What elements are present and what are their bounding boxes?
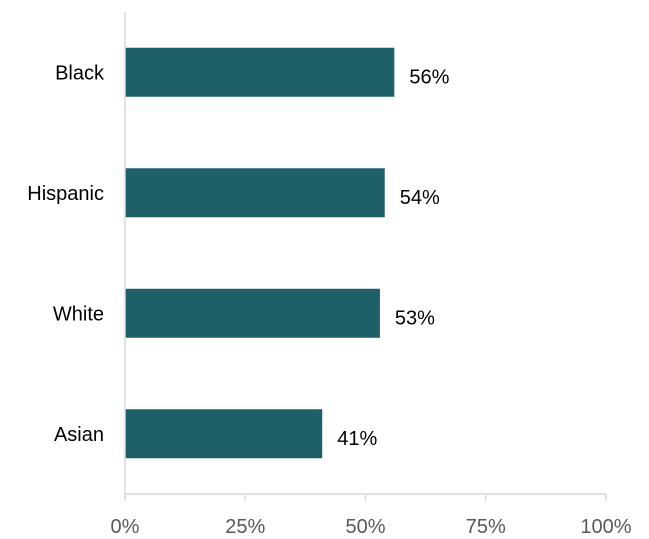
category-label-asian: Asian [54, 424, 104, 446]
bar-asian [125, 409, 323, 459]
value-label-hispanic: 54% [400, 187, 440, 209]
value-label-white: 53% [395, 307, 435, 329]
category-label-white: White [53, 303, 104, 325]
bar-black [125, 47, 395, 97]
value-label-black: 56% [409, 66, 449, 88]
value-label-asian: 41% [337, 428, 377, 450]
axes-group [124, 12, 607, 501]
value-labels-group: 56% 54% 53% 41% [337, 66, 449, 450]
x-tick-label: 100% [580, 516, 631, 538]
tick-labels-group: 0% 25% 50% 75% 100% [111, 516, 632, 538]
category-label-hispanic: Hispanic [27, 183, 104, 205]
x-tick-label: 50% [345, 516, 385, 538]
bar-hispanic [125, 168, 385, 218]
bars-group [125, 47, 395, 459]
category-labels-group: Black Hispanic White Asian [27, 62, 105, 446]
category-label-black: Black [55, 62, 105, 84]
x-tick-label: 0% [111, 516, 140, 538]
bar-white [125, 288, 380, 338]
x-tick-label: 25% [225, 516, 265, 538]
x-tick-label: 75% [466, 516, 506, 538]
